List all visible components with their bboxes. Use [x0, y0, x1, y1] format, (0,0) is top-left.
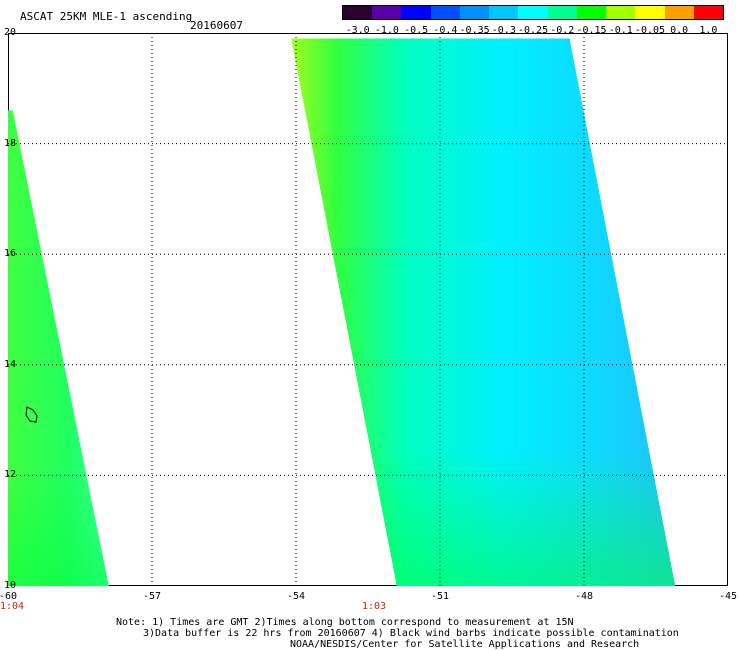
- colorbar-segment: [459, 6, 490, 19]
- west-swath-overlay: [8, 110, 109, 587]
- longitude-label: -51: [431, 591, 450, 602]
- colorbar-segment: [401, 6, 432, 19]
- colorbar-segment: [547, 6, 578, 19]
- note-line-2: 3)Data buffer is 22 hrs from 20160607 4)…: [143, 628, 679, 639]
- colorbar-segment: [664, 6, 695, 19]
- longitude-label: -57: [143, 591, 162, 602]
- colorbar-label: 0.0: [670, 25, 689, 36]
- note-line-1: Note: 1) Times are GMT 2)Times along bot…: [116, 617, 574, 628]
- latitude-label: 20: [4, 27, 17, 38]
- latitude-label: 16: [4, 248, 17, 260]
- colorbar-label: -0.35: [459, 25, 490, 36]
- colorbar-label: -0.1: [608, 25, 633, 36]
- latitude-label: 18: [4, 137, 17, 149]
- colorbar-segment: [372, 6, 402, 19]
- colorbar-label: 1.0: [699, 25, 718, 36]
- colorbar-label: -0.4: [433, 25, 458, 36]
- latitude-label: 14: [4, 358, 17, 370]
- colorbar-segment: [693, 6, 724, 19]
- colorbar-segment: [576, 6, 607, 19]
- colorbar-segment: [343, 6, 373, 19]
- colorbar-label: -3.0: [345, 25, 370, 36]
- colorbar: [342, 5, 724, 20]
- colorbar-label: -0.2: [550, 25, 575, 36]
- island-outline: [25, 406, 38, 423]
- time-label: 1:04: [0, 601, 25, 612]
- colorbar-label: -0.3: [491, 25, 516, 36]
- longitude-label: -60: [0, 591, 18, 602]
- product-date: 20160607: [190, 19, 243, 32]
- colorbar-segment: [430, 6, 461, 19]
- colorbar-segment: [606, 6, 636, 19]
- latitude-label: 10: [4, 580, 17, 591]
- colorbar-label: -1.0: [374, 25, 399, 36]
- longitude-label: -45: [719, 591, 738, 602]
- colorbar-label: -0.25: [518, 25, 549, 36]
- time-label: 1:03: [362, 601, 387, 612]
- colorbar-segment: [489, 6, 519, 19]
- colorbar-label: -0.05: [634, 25, 666, 36]
- colorbar-label: -0.5: [404, 25, 429, 36]
- colorbar-label: -0.15: [576, 25, 607, 36]
- longitude-label: -48: [575, 591, 594, 602]
- longitude-label: -54: [287, 591, 306, 602]
- colorbar-segment: [635, 6, 666, 19]
- latitude-label: 12: [4, 469, 17, 481]
- east-swath-overlay: [291, 38, 676, 586]
- note-line-3: NOAA/NESDIS/Center for Satellite Applica…: [290, 639, 640, 650]
- product-title: ASCAT 25KM MLE-1 ascending: [20, 10, 193, 23]
- colorbar-segment: [518, 6, 549, 19]
